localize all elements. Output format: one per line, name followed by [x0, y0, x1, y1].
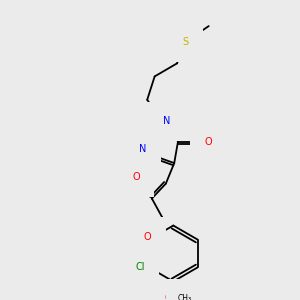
- Text: CH₃: CH₃: [177, 294, 191, 300]
- Text: O: O: [165, 293, 172, 300]
- Text: O: O: [143, 232, 151, 242]
- Text: O: O: [205, 137, 212, 147]
- Text: S: S: [182, 37, 188, 47]
- Text: H: H: [152, 116, 159, 126]
- Text: N: N: [139, 144, 146, 154]
- Text: N: N: [163, 116, 170, 126]
- Text: Cl: Cl: [135, 262, 145, 272]
- Text: O: O: [132, 172, 140, 182]
